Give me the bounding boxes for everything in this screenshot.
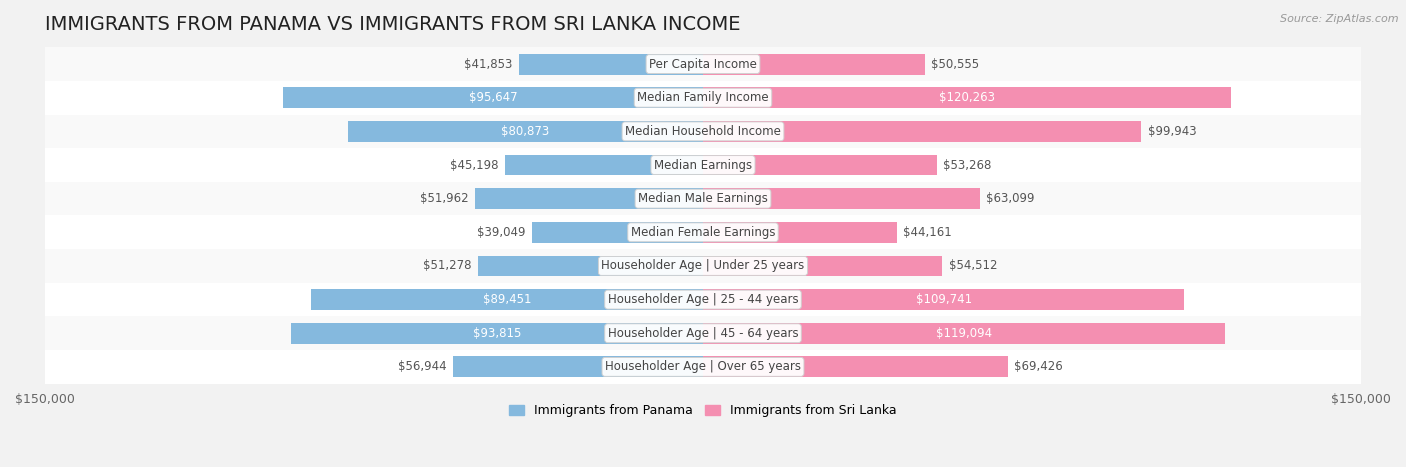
Bar: [349, 121, 703, 142]
Text: Median Female Earnings: Median Female Earnings: [631, 226, 775, 239]
Text: Householder Age | Under 25 years: Householder Age | Under 25 years: [602, 260, 804, 272]
Bar: [703, 54, 925, 75]
Text: Median Male Earnings: Median Male Earnings: [638, 192, 768, 205]
Bar: [45, 317, 1361, 350]
Text: $51,278: $51,278: [423, 260, 471, 272]
Text: $54,512: $54,512: [949, 260, 997, 272]
Bar: [45, 114, 1361, 148]
Text: Householder Age | 45 - 64 years: Householder Age | 45 - 64 years: [607, 327, 799, 340]
Bar: [531, 222, 703, 243]
Bar: [453, 356, 703, 377]
Bar: [519, 54, 703, 75]
Text: $80,873: $80,873: [502, 125, 550, 138]
Text: IMMIGRANTS FROM PANAMA VS IMMIGRANTS FROM SRI LANKA INCOME: IMMIGRANTS FROM PANAMA VS IMMIGRANTS FRO…: [45, 15, 741, 34]
Bar: [311, 289, 703, 310]
Text: Householder Age | 25 - 44 years: Householder Age | 25 - 44 years: [607, 293, 799, 306]
Text: $120,263: $120,263: [939, 91, 995, 104]
Text: $44,161: $44,161: [903, 226, 952, 239]
Text: $119,094: $119,094: [936, 327, 993, 340]
Text: $39,049: $39,049: [477, 226, 524, 239]
Text: Median Family Income: Median Family Income: [637, 91, 769, 104]
Text: $95,647: $95,647: [468, 91, 517, 104]
Text: $51,962: $51,962: [420, 192, 468, 205]
Bar: [291, 323, 703, 344]
Text: Per Capita Income: Per Capita Income: [650, 57, 756, 71]
Text: $93,815: $93,815: [472, 327, 522, 340]
Text: $50,555: $50,555: [931, 57, 980, 71]
Bar: [703, 87, 1230, 108]
Bar: [45, 350, 1361, 384]
Bar: [703, 323, 1226, 344]
Bar: [703, 188, 980, 209]
Bar: [475, 188, 703, 209]
Text: $99,943: $99,943: [1149, 125, 1197, 138]
Bar: [703, 356, 1008, 377]
Text: $109,741: $109,741: [915, 293, 972, 306]
Legend: Immigrants from Panama, Immigrants from Sri Lanka: Immigrants from Panama, Immigrants from …: [503, 399, 903, 422]
Text: $69,426: $69,426: [1014, 361, 1063, 374]
Text: Median Earnings: Median Earnings: [654, 158, 752, 171]
Text: Householder Age | Over 65 years: Householder Age | Over 65 years: [605, 361, 801, 374]
Bar: [45, 182, 1361, 215]
Text: $45,198: $45,198: [450, 158, 498, 171]
Text: $53,268: $53,268: [943, 158, 991, 171]
Bar: [45, 148, 1361, 182]
Bar: [703, 289, 1184, 310]
Text: $63,099: $63,099: [987, 192, 1035, 205]
Text: Median Household Income: Median Household Income: [626, 125, 780, 138]
Bar: [45, 47, 1361, 81]
Bar: [284, 87, 703, 108]
Bar: [703, 255, 942, 276]
Bar: [478, 255, 703, 276]
Text: $41,853: $41,853: [464, 57, 513, 71]
Bar: [45, 249, 1361, 283]
Bar: [703, 155, 936, 176]
Bar: [505, 155, 703, 176]
Bar: [703, 121, 1142, 142]
Bar: [45, 283, 1361, 317]
Bar: [45, 81, 1361, 114]
Bar: [703, 222, 897, 243]
Text: $89,451: $89,451: [482, 293, 531, 306]
Bar: [45, 215, 1361, 249]
Text: $56,944: $56,944: [398, 361, 447, 374]
Text: Source: ZipAtlas.com: Source: ZipAtlas.com: [1281, 14, 1399, 24]
